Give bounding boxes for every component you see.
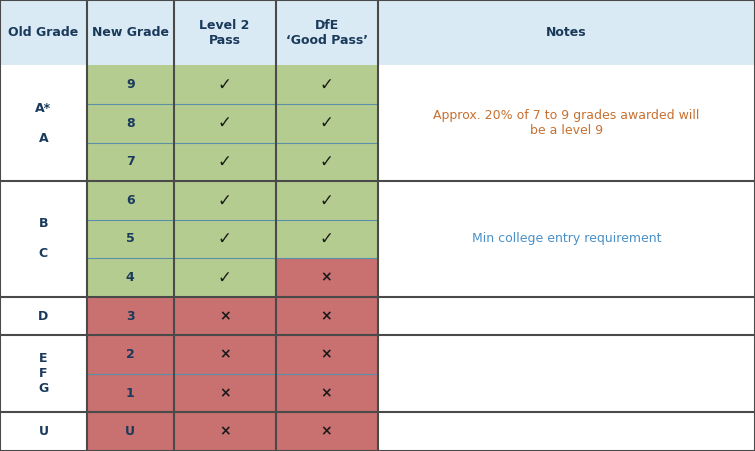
- Text: ×: ×: [219, 348, 230, 362]
- Bar: [276, 374, 378, 412]
- Text: D: D: [39, 309, 48, 322]
- Bar: [174, 335, 276, 374]
- Text: ✓: ✓: [319, 153, 334, 171]
- Bar: [174, 143, 276, 181]
- Bar: [276, 412, 378, 451]
- Bar: [276, 104, 378, 143]
- Bar: [0, 297, 87, 335]
- Bar: [174, 297, 276, 335]
- Text: Notes: Notes: [546, 26, 587, 39]
- Text: ✓: ✓: [319, 230, 334, 248]
- Text: 2: 2: [126, 348, 134, 361]
- Text: 5: 5: [126, 232, 134, 245]
- Bar: [276, 65, 378, 104]
- Text: ×: ×: [321, 348, 332, 362]
- Bar: [378, 181, 755, 297]
- Text: ✓: ✓: [217, 114, 232, 132]
- Text: 8: 8: [126, 117, 134, 130]
- Text: ×: ×: [219, 386, 230, 400]
- Text: B

C: B C: [39, 217, 48, 260]
- Bar: [174, 374, 276, 412]
- Bar: [276, 297, 378, 335]
- Text: ×: ×: [321, 309, 332, 323]
- Text: ×: ×: [321, 271, 332, 285]
- Bar: [87, 412, 174, 451]
- Bar: [378, 297, 755, 335]
- Bar: [87, 335, 174, 374]
- Text: U: U: [125, 425, 135, 438]
- Text: Level 2
Pass: Level 2 Pass: [199, 18, 250, 47]
- Bar: [378, 412, 755, 451]
- Bar: [378, 65, 755, 181]
- Bar: [378, 335, 755, 412]
- Text: A*

A: A* A: [35, 102, 51, 145]
- Text: Approx. 20% of 7 to 9 grades awarded will
be a level 9: Approx. 20% of 7 to 9 grades awarded wil…: [433, 109, 699, 137]
- Text: 3: 3: [126, 309, 134, 322]
- Bar: [87, 0, 174, 65]
- Text: ✓: ✓: [217, 191, 232, 209]
- Text: ×: ×: [321, 425, 332, 439]
- Bar: [87, 374, 174, 412]
- Text: Min college entry requirement: Min college entry requirement: [472, 232, 661, 245]
- Bar: [87, 297, 174, 335]
- Bar: [378, 0, 755, 65]
- Text: ×: ×: [219, 425, 230, 439]
- Text: 6: 6: [126, 194, 134, 207]
- Text: U: U: [39, 425, 48, 438]
- Bar: [174, 104, 276, 143]
- Text: ✓: ✓: [319, 114, 334, 132]
- Bar: [276, 181, 378, 220]
- Bar: [174, 220, 276, 258]
- Bar: [87, 143, 174, 181]
- Text: ✓: ✓: [319, 76, 334, 94]
- Bar: [87, 181, 174, 220]
- Text: New Grade: New Grade: [92, 26, 168, 39]
- Bar: [0, 335, 87, 412]
- Text: 1: 1: [126, 387, 134, 400]
- Text: Old Grade: Old Grade: [8, 26, 79, 39]
- Bar: [0, 181, 87, 297]
- Text: ✓: ✓: [319, 191, 334, 209]
- Text: ✓: ✓: [217, 268, 232, 286]
- Text: DfE
‘Good Pass’: DfE ‘Good Pass’: [285, 18, 368, 47]
- Bar: [174, 181, 276, 220]
- Text: 7: 7: [126, 155, 134, 168]
- Bar: [276, 335, 378, 374]
- Bar: [276, 143, 378, 181]
- Bar: [276, 0, 378, 65]
- Bar: [174, 412, 276, 451]
- Bar: [174, 65, 276, 104]
- Text: 4: 4: [126, 271, 134, 284]
- Bar: [276, 258, 378, 297]
- Text: E
F
G: E F G: [39, 352, 48, 396]
- Bar: [87, 65, 174, 104]
- Text: ×: ×: [321, 386, 332, 400]
- Bar: [174, 258, 276, 297]
- Text: ✓: ✓: [217, 230, 232, 248]
- Bar: [0, 0, 87, 65]
- Text: 9: 9: [126, 78, 134, 91]
- Bar: [174, 0, 276, 65]
- Bar: [0, 412, 87, 451]
- Bar: [87, 220, 174, 258]
- Bar: [87, 258, 174, 297]
- Text: ×: ×: [219, 309, 230, 323]
- Bar: [0, 65, 87, 181]
- Bar: [276, 220, 378, 258]
- Bar: [87, 104, 174, 143]
- Text: ✓: ✓: [217, 153, 232, 171]
- Text: ✓: ✓: [217, 76, 232, 94]
